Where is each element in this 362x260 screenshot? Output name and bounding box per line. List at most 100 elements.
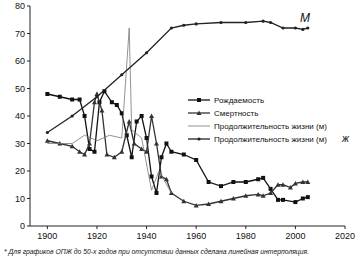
marker [154,191,158,195]
marker [244,180,248,184]
marker [268,191,273,196]
marker [182,153,186,157]
marker [269,187,273,191]
x-tick-label: 2020 [335,231,355,241]
marker [71,114,74,117]
marker [281,26,284,29]
x-tick-label: 1940 [137,231,157,241]
x-tick [146,226,147,229]
x-tick [345,226,346,229]
marker [276,198,280,202]
marker [195,22,198,25]
y-tick [27,171,30,172]
marker [288,185,293,190]
marker [99,108,104,113]
legend-marker [197,137,200,140]
marker [164,142,168,146]
marker [140,114,144,118]
marker [58,95,62,99]
x-tick-label: 1980 [236,231,256,241]
annotation: ж [341,133,350,144]
marker [219,184,223,188]
x-tick-label: 2000 [285,231,305,241]
marker [269,21,272,24]
series-line [47,28,171,193]
marker [261,176,265,180]
legend-marker [197,111,202,116]
footnote: * Для графиков ОПЖ до 50-х годов при отс… [4,248,309,256]
marker [231,180,235,184]
series-line [47,21,307,132]
marker [293,200,297,204]
marker [119,149,124,154]
x-tick [196,226,197,229]
marker [87,141,92,146]
y-tick-label: 0 [20,221,25,231]
y-tick-label: 40 [15,111,25,121]
marker [169,150,173,154]
marker [83,114,87,118]
marker [95,95,98,98]
y-tick [27,226,30,227]
marker [145,51,148,54]
marker [127,119,132,124]
marker [281,198,285,202]
marker [293,181,298,186]
marker [231,196,236,201]
marker [243,193,248,198]
marker [170,26,173,29]
x-tick-label: 1920 [87,231,107,241]
annotation: М [300,11,310,25]
marker [218,199,223,204]
y-tick [27,33,30,34]
y-tick-label: 20 [15,166,25,176]
marker [206,202,211,207]
marker [300,180,305,185]
marker [219,21,222,24]
marker [45,92,49,96]
series-line [47,91,307,202]
marker [132,141,137,146]
marker [112,155,117,160]
marker [150,175,154,179]
x-tick [47,226,48,229]
marker [194,203,199,208]
plot-area [45,20,310,208]
marker [70,98,74,102]
marker [130,155,134,159]
marker [306,195,310,199]
marker [294,26,297,29]
marker [92,150,96,154]
y-tick-label: 60 [15,56,25,66]
y-tick [27,116,30,117]
marker [280,182,285,187]
x-tick [295,226,296,229]
marker [276,182,281,187]
y-tick-label: 50 [15,84,25,94]
y-tick [27,88,30,89]
y-tick-label: 10 [15,194,25,204]
marker [82,152,87,157]
marker [207,180,211,184]
legend-swatch [188,126,210,127]
legend-marker [197,98,201,102]
marker [149,114,154,119]
y-tick [27,6,30,7]
marker [301,197,305,201]
marker [77,149,82,154]
marker [301,28,304,31]
legend-label: Продолжительность жизни (м) [214,135,327,144]
marker [120,73,123,76]
marker [110,100,114,104]
marker [115,103,119,107]
marker [256,192,261,197]
y-tick-label: 80 [15,1,25,11]
y-tick [27,198,30,199]
marker [181,199,186,204]
marker [182,24,185,27]
legend-label: Продолжительность жизни (м) [214,122,327,131]
y-tick [27,61,30,62]
marker [261,193,266,198]
marker [135,120,139,124]
x-tick-label: 1960 [186,231,206,241]
